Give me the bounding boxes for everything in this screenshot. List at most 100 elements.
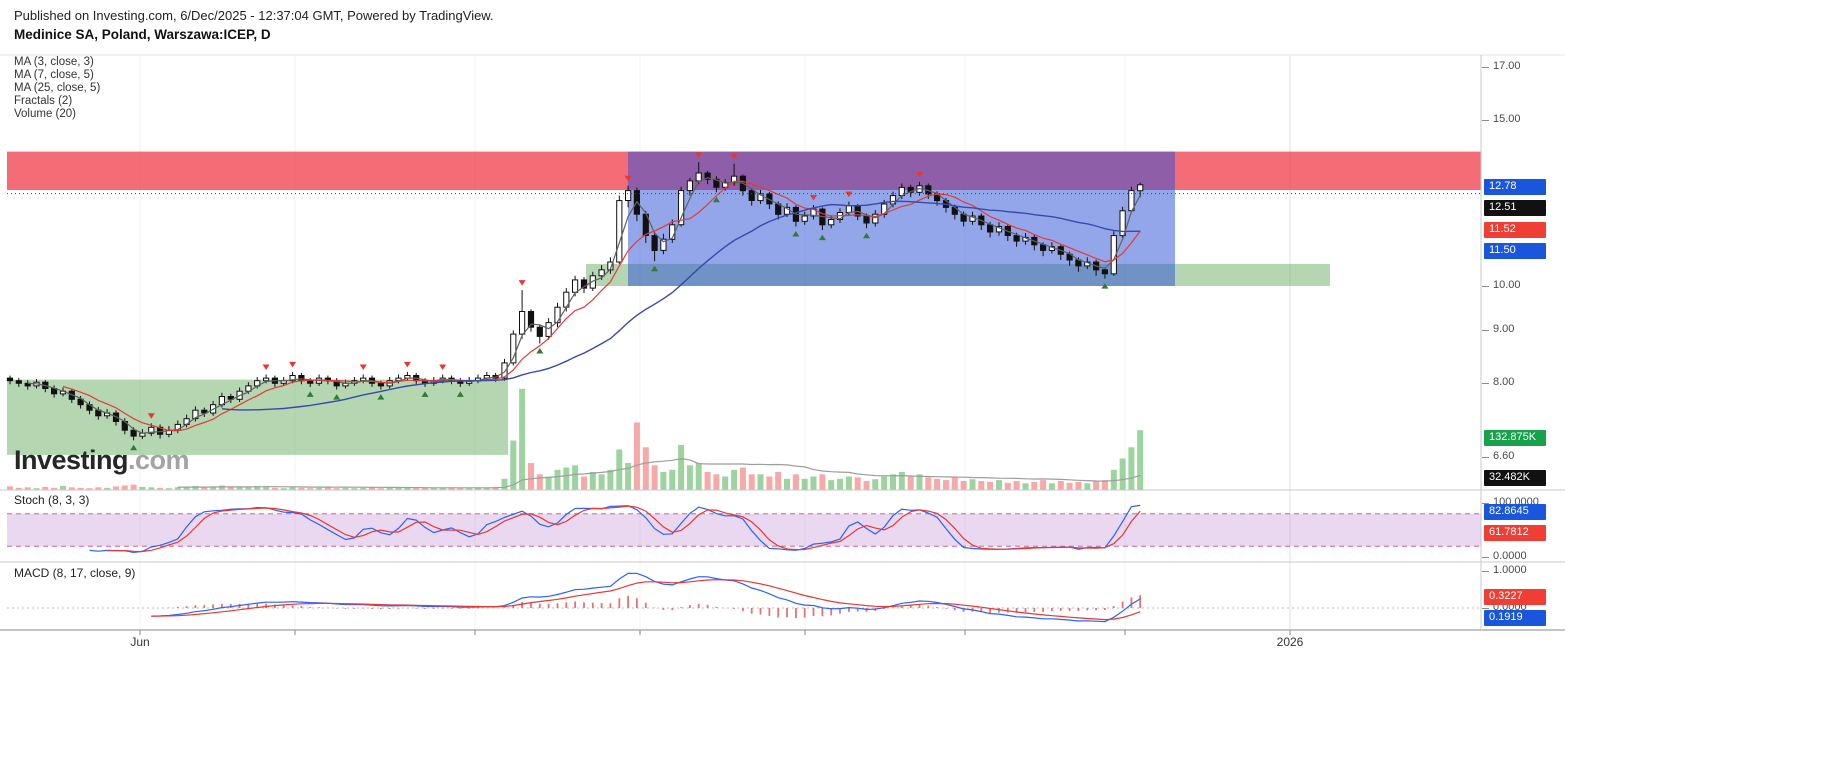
volume-bar: [951, 477, 958, 490]
investing-logo-suffix: .com: [128, 445, 190, 475]
volume-bar: [581, 476, 587, 490]
stoch-label[interactable]: Stoch (8, 3, 3): [14, 493, 90, 507]
volume-bar: [1119, 458, 1126, 490]
volume-bar: [1004, 482, 1011, 490]
legend-fractals[interactable]: Fractals (2): [14, 95, 73, 107]
volume-ma-line: [177, 457, 1141, 489]
volume-bar: [86, 488, 93, 490]
volume-bar: [316, 487, 323, 491]
volume-bar: [77, 487, 84, 491]
fractal-down-icon: [147, 413, 155, 419]
candle-body: [572, 279, 579, 293]
volume-bar: [739, 467, 746, 490]
volume-bar: [24, 487, 31, 490]
axis-tick-dash: [1482, 608, 1489, 609]
volume-bar: [642, 447, 649, 491]
candle-body: [15, 380, 22, 384]
candle-body: [227, 396, 234, 400]
volume-bar: [51, 487, 58, 491]
candle-body: [704, 172, 711, 180]
volume-bar: [934, 478, 941, 491]
axis-tick-dash: [1482, 67, 1489, 68]
fractal-down-icon: [810, 195, 818, 201]
volume-bar: [633, 422, 640, 490]
volume-bar: [68, 487, 75, 490]
volume-bar: [1031, 481, 1038, 490]
axis-tick-label[interactable]: 6.60: [1493, 450, 1515, 462]
volume-bar: [863, 481, 870, 490]
volume-bar: [60, 485, 66, 490]
axis-tick-label[interactable]: 1.0000: [1493, 564, 1527, 576]
volume-bar: [104, 487, 111, 491]
volume-bar: [201, 487, 208, 490]
volume-bar: [245, 487, 252, 490]
volume-bar: [130, 484, 137, 490]
candle-body: [510, 333, 517, 364]
volume-bar: [1066, 482, 1073, 490]
volume-bar: [1137, 430, 1144, 490]
volume-bar: [775, 472, 782, 490]
fractal-up-icon: [792, 231, 800, 237]
axis-value-badge: 61.7812: [1484, 525, 1546, 541]
volume-bar: [271, 487, 278, 491]
volume-bar: [960, 481, 967, 490]
volume-bar: [713, 474, 720, 491]
fractal-down-icon: [262, 364, 270, 370]
candle-body: [1137, 184, 1144, 192]
volume-bar: [448, 487, 455, 490]
volume-bar: [890, 474, 896, 491]
fractal-up-icon: [130, 444, 138, 451]
volume-bar: [1040, 480, 1047, 490]
ma3-line: [27, 177, 1141, 434]
volume-bar: [554, 469, 561, 491]
candle-body: [192, 409, 199, 420]
candle-body: [863, 215, 870, 224]
axis-tick-label[interactable]: 0.0000: [1493, 550, 1527, 562]
candle-body: [845, 205, 852, 213]
stoch-d-line: [107, 505, 1141, 553]
ma25-line: [221, 200, 1141, 411]
legend-volume[interactable]: Volume (20): [14, 108, 77, 120]
volume-bar: [360, 487, 367, 491]
volume-bar: [174, 487, 181, 490]
candle-body: [148, 426, 155, 434]
axis-tick-label[interactable]: 9.00: [1493, 323, 1515, 335]
axis-tick-label[interactable]: 10.00: [1493, 279, 1521, 291]
axis-tick-dash: [1482, 503, 1489, 504]
volume-bar: [819, 474, 826, 491]
candle-body: [377, 382, 384, 387]
volume-bar: [1022, 483, 1029, 491]
fractal-up-icon: [863, 232, 871, 239]
fractal-down-icon: [845, 191, 853, 198]
volume-bar: [695, 463, 702, 490]
volume-bar: [395, 487, 402, 490]
axis-tick-label[interactable]: 8.00: [1493, 376, 1515, 388]
volume-bar: [854, 477, 861, 490]
axis-tick-label[interactable]: 17.00: [1493, 60, 1521, 72]
volume-bar: [430, 488, 437, 490]
macd-label[interactable]: MACD (8, 17, close, 9): [14, 566, 136, 580]
volume-bar: [475, 487, 481, 490]
candle-body: [77, 398, 84, 406]
volume-bar: [1084, 483, 1091, 491]
axis-tick-label[interactable]: 15.00: [1493, 113, 1521, 125]
candle-body: [6, 377, 14, 382]
volume-bar: [528, 463, 534, 490]
volume-bar: [439, 487, 446, 491]
volume-bar: [157, 487, 164, 491]
legend-ma25[interactable]: MA (25, close, 5): [14, 82, 101, 94]
legend-ma7[interactable]: MA (7, close, 5): [14, 69, 94, 81]
candle-body: [660, 238, 667, 251]
legend-ma3[interactable]: MA (3, close, 3): [14, 56, 94, 68]
volume-bar: [678, 445, 685, 490]
volume-bar: [342, 487, 349, 491]
volume-bar: [1013, 481, 1020, 490]
price-chart-canvas[interactable]: [0, 0, 1565, 655]
volume-bar: [227, 486, 234, 490]
candle-body: [748, 190, 755, 202]
fractal-down-icon: [403, 361, 411, 368]
volume-bar: [1048, 483, 1055, 491]
fractal-up-icon: [333, 394, 341, 400]
time-axis-label[interactable]: Jun: [130, 635, 150, 649]
time-axis-label[interactable]: 2026: [1276, 635, 1304, 649]
